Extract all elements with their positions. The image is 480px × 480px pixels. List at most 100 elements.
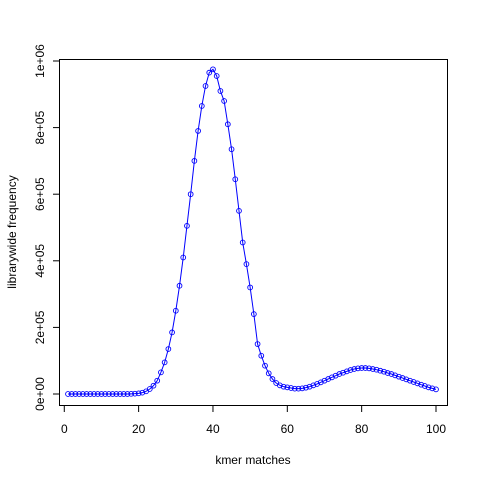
data-point: [265, 370, 272, 377]
data-point: [429, 385, 436, 392]
y-axis: 0e+00 2e+05 4e+05 6e+05 8e+05 1e+06: [33, 44, 60, 411]
data-point: [187, 191, 194, 198]
data-point: [198, 103, 205, 109]
data-point: [94, 391, 101, 397]
data-point: [288, 385, 294, 391]
x-tick-label: 20: [132, 422, 146, 436]
data-point: [299, 385, 306, 392]
data-point: [336, 371, 343, 377]
data-point: [362, 365, 369, 371]
data-point: [280, 383, 287, 390]
data-point: [83, 391, 90, 397]
data-point: [358, 365, 365, 371]
data-point: [87, 391, 94, 397]
data-point: [399, 375, 406, 381]
x-tick-label: 40: [206, 422, 220, 436]
data-point: [384, 370, 391, 376]
data-point: [433, 386, 439, 393]
x-tick-label: 80: [355, 422, 369, 436]
data-point: [146, 386, 153, 392]
x-axis-label: kmer matches: [215, 453, 290, 467]
data-point: [236, 208, 242, 214]
data-point: [395, 373, 402, 380]
data-point: [310, 382, 317, 389]
data-point: [172, 307, 179, 314]
data-point: [392, 372, 398, 379]
data-point: [210, 66, 216, 73]
data-point: [228, 146, 235, 153]
data-point: [150, 382, 157, 389]
data-point: [80, 391, 86, 397]
x-tick-label: 100: [426, 422, 446, 436]
data-point: [139, 389, 146, 396]
data-point: [68, 391, 75, 397]
data-point: [373, 366, 380, 373]
data-point: [262, 362, 268, 369]
data-point: [128, 390, 135, 397]
data-point: [421, 383, 428, 389]
data-point: [340, 369, 346, 376]
y-tick-label: 8e+05: [33, 110, 47, 144]
data-point: [72, 391, 79, 397]
data-point: [191, 158, 198, 164]
data-point: [109, 391, 116, 397]
data-point: [407, 377, 413, 384]
data-point: [269, 376, 276, 382]
data-point: [195, 128, 201, 134]
y-tick-label: 1e+06: [33, 44, 47, 78]
data-point: [180, 254, 187, 261]
data-point: [161, 359, 168, 366]
data-point: [91, 391, 97, 397]
data-point: [76, 391, 83, 397]
data-point: [132, 390, 138, 397]
data-point: [306, 383, 313, 390]
y-tick-label: 2e+05: [33, 310, 47, 344]
data-point: [154, 377, 161, 384]
data-point: [369, 366, 376, 372]
data-point: [258, 352, 265, 359]
data-point: [184, 222, 190, 229]
data-point: [247, 284, 253, 291]
data-point: [251, 311, 257, 317]
data-point: [224, 121, 231, 128]
data-point: [113, 391, 120, 397]
data-point: [239, 239, 246, 246]
x-tick-label: 0: [61, 422, 68, 436]
series-line: [68, 68, 437, 395]
data-point: [169, 329, 175, 336]
data-point: [117, 391, 123, 397]
x-tick-label: 60: [281, 422, 295, 436]
data-point: [135, 390, 142, 397]
data-point: [410, 379, 417, 385]
data-point: [213, 73, 220, 79]
data-point: [347, 367, 354, 373]
x-axis: 0 20 40 60 80 100: [61, 405, 446, 436]
data-point: [176, 282, 183, 289]
data-point: [102, 391, 109, 397]
data-point: [120, 391, 127, 397]
y-tick-label: 6e+05: [33, 177, 47, 211]
data-point: [232, 176, 239, 183]
data-point: [291, 385, 298, 392]
data-point: [124, 391, 131, 397]
data-point: [355, 365, 361, 372]
data-point: [377, 367, 384, 374]
data-point: [303, 384, 309, 391]
data-point: [403, 376, 410, 383]
data-point: [202, 83, 209, 89]
data-point: [243, 261, 250, 267]
y-tick-label: 4e+05: [33, 244, 47, 278]
data-point: [388, 371, 395, 377]
data-point: [381, 368, 387, 375]
data-point: [366, 365, 372, 372]
data-point: [206, 69, 213, 76]
data-point: [254, 341, 261, 347]
data-point: [106, 391, 112, 397]
data-point: [165, 346, 172, 352]
data-point: [414, 380, 421, 387]
data-point: [221, 98, 227, 104]
data-point: [351, 366, 358, 372]
data-point: [418, 381, 424, 388]
